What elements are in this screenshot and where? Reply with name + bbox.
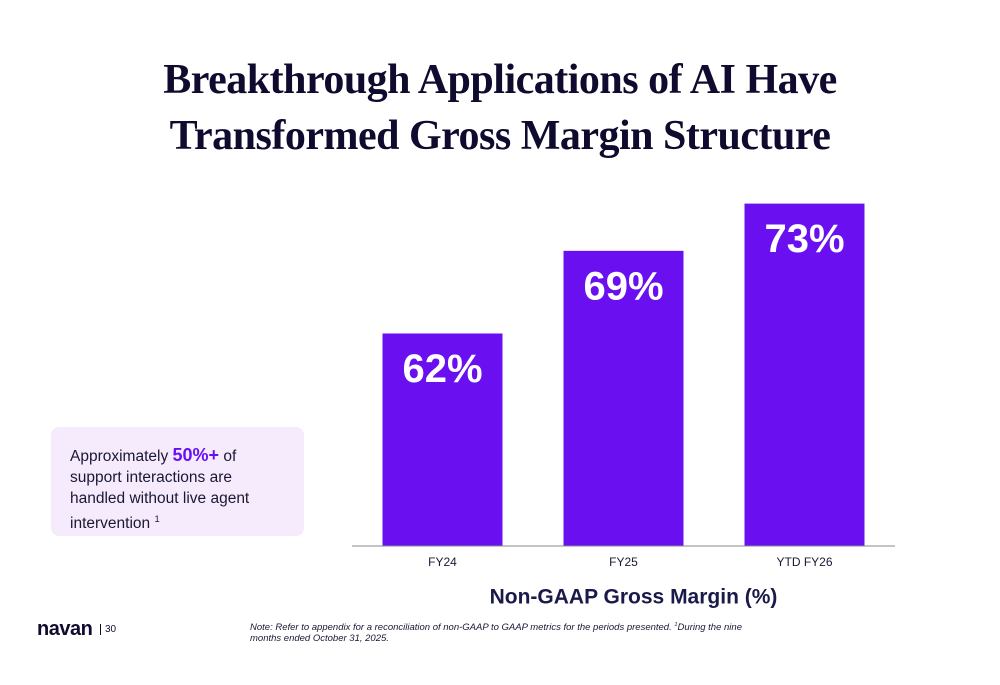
bar [744,203,865,546]
x-tick-label: FY25 [609,555,638,569]
callout: Approximately 50%+ of support interactio… [51,427,304,536]
callout-prefix: Approximately [70,448,169,465]
note-mark: 1 [674,622,678,628]
data-label: 62% [402,347,482,391]
note-text-continued: During the nine months ended October 31,… [250,622,742,645]
footnote-mark: 1 [154,514,160,524]
footnote: Note: Refer to appendix for a reconcilia… [250,620,770,644]
note-text: Note: Refer to appendix for a reconcilia… [250,622,672,634]
callout-highlight: 50%+ [172,445,220,465]
bar [382,333,503,546]
logo: navan [37,618,93,640]
data-label: 69% [583,264,663,308]
x-tick-label: FY24 [428,555,457,569]
slide-title: Breakthrough Applications of AI Have Tra… [163,57,837,159]
x-axis-label: Non-GAAP Gross Margin (%) [490,586,778,609]
bar [563,250,684,546]
data-label: 73% [764,217,844,261]
x-tick-label: YTD FY26 [776,555,832,569]
page-number: 30 [100,624,116,635]
callout-text: of support interactions are handled with… [70,448,250,533]
